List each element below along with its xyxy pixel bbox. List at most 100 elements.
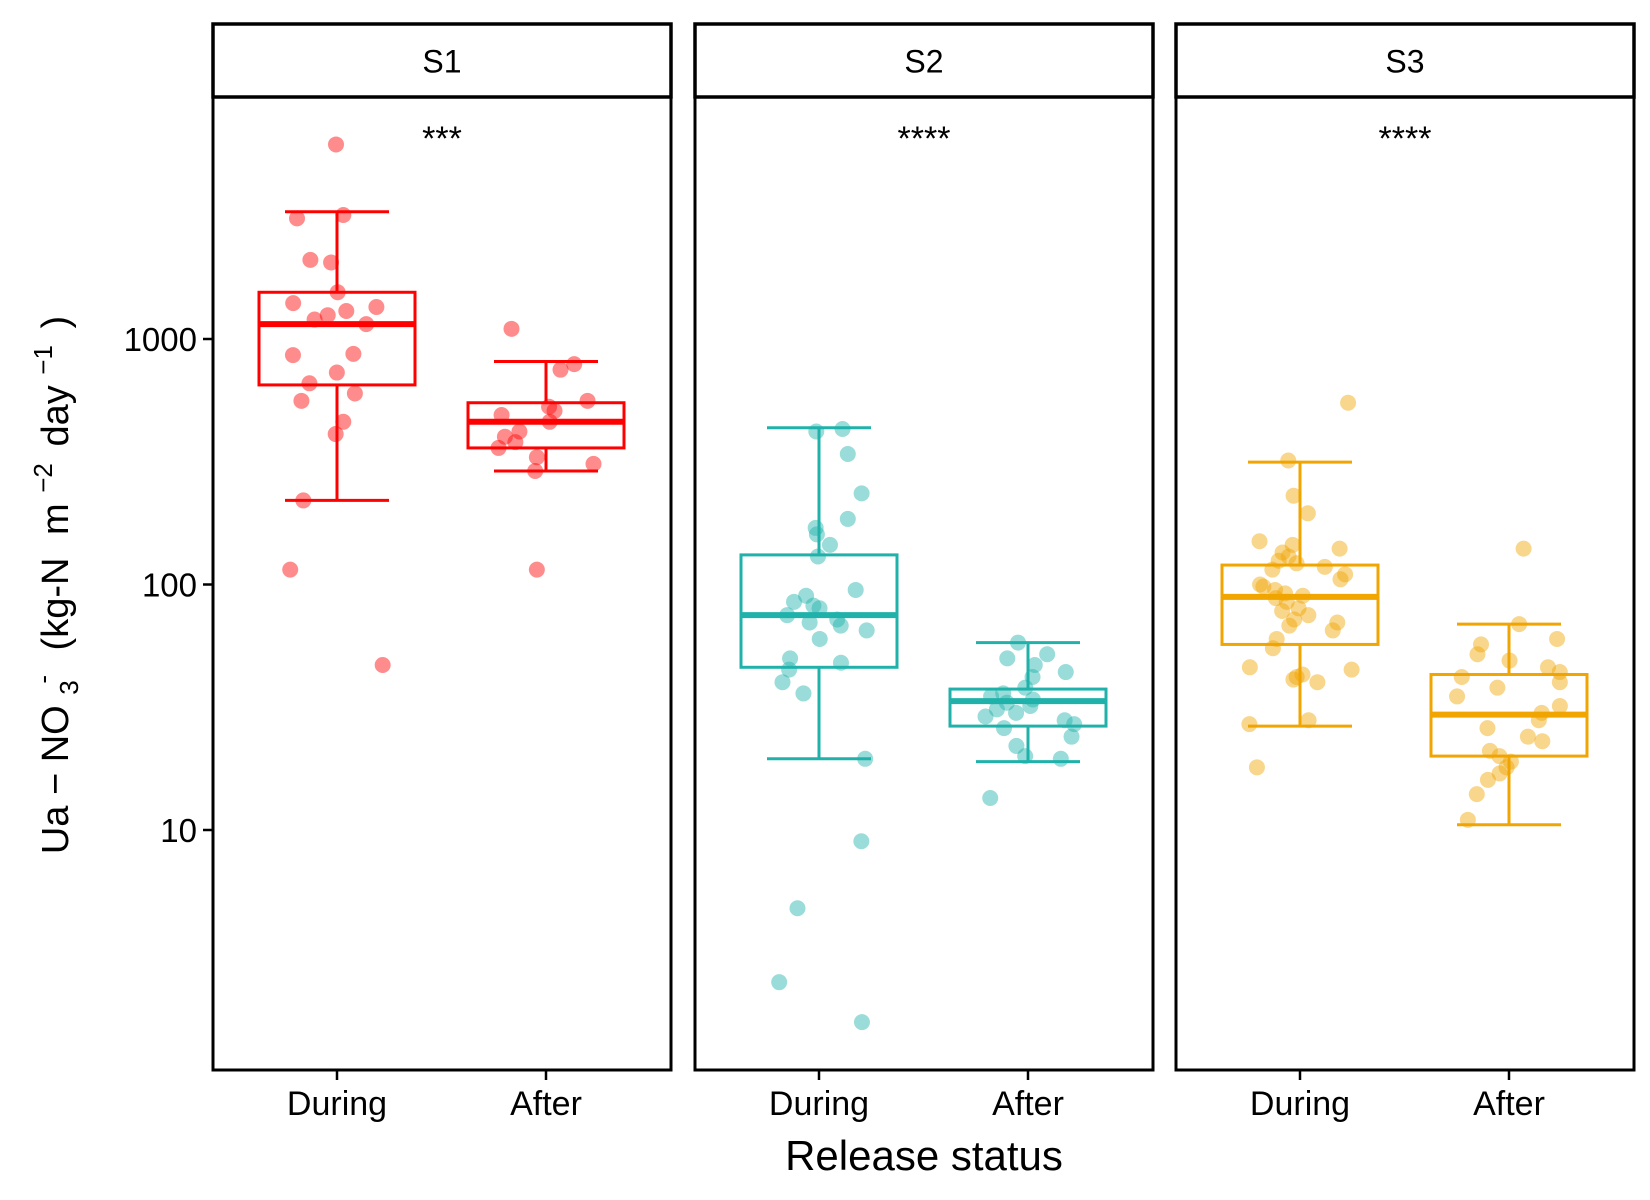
data-point	[832, 654, 849, 671]
data-point	[1274, 602, 1291, 619]
y-label-dash: −	[35, 773, 77, 795]
panel-strip	[211, 22, 673, 99]
box-iqr	[739, 553, 899, 669]
data-point	[1534, 733, 1551, 750]
panel-s3: S3 **** During After	[1174, 22, 1636, 1123]
panel-strip-label: S1	[422, 44, 461, 80]
data-point	[1501, 652, 1518, 669]
box-after	[948, 634, 1108, 807]
data-point	[1264, 640, 1281, 657]
data-point	[1489, 679, 1506, 696]
data-point	[1551, 674, 1568, 691]
data-point	[1288, 555, 1305, 572]
data-point	[284, 347, 301, 364]
data-point	[1551, 697, 1568, 714]
data-point	[1056, 712, 1073, 729]
data-point	[503, 320, 520, 337]
box-after	[1429, 540, 1589, 828]
data-point	[507, 434, 524, 451]
data-point	[1252, 576, 1269, 593]
panel-frame	[1174, 95, 1636, 1072]
data-point	[1241, 659, 1258, 676]
data-point	[1299, 505, 1316, 522]
data-point	[1459, 811, 1476, 828]
data-point	[1024, 691, 1041, 708]
data-point	[496, 428, 513, 445]
data-point	[1340, 394, 1357, 411]
box-during	[739, 420, 899, 1031]
data-point	[345, 345, 362, 362]
data-point	[1481, 742, 1498, 759]
data-point	[829, 611, 846, 628]
data-point	[335, 206, 352, 223]
panels-layer: S1 *** During After S2 **** During After S3 **** D…	[211, 22, 1636, 1123]
data-point	[1316, 558, 1333, 575]
data-point	[285, 295, 302, 312]
data-point	[528, 561, 545, 578]
data-point	[988, 701, 1005, 718]
data-point	[585, 455, 602, 472]
data-point	[832, 617, 849, 634]
data-point	[1449, 688, 1466, 705]
data-point	[801, 614, 818, 631]
data-point	[805, 597, 822, 614]
data-point	[786, 593, 803, 610]
data-point	[998, 694, 1015, 711]
data-point	[1329, 614, 1346, 631]
y-tick-label: 100	[142, 567, 197, 604]
data-point	[1248, 759, 1265, 776]
data-point	[368, 299, 385, 316]
data-point	[1008, 704, 1025, 721]
data-point	[319, 307, 336, 324]
panel-strip-label: S2	[904, 44, 943, 80]
data-point	[1519, 728, 1536, 745]
data-point	[1285, 671, 1302, 688]
y-tick-label: 1000	[124, 321, 197, 358]
box-after	[466, 320, 626, 578]
x-tick-label: After	[992, 1085, 1064, 1123]
data-point	[995, 685, 1012, 702]
data-point	[1280, 548, 1297, 565]
data-point	[1530, 712, 1547, 729]
data-point	[1288, 668, 1305, 685]
data-point	[798, 587, 815, 604]
data-point	[1066, 716, 1083, 733]
box-during	[257, 136, 417, 673]
data-point	[302, 251, 319, 268]
data-point	[1278, 593, 1295, 610]
data-point	[1267, 581, 1284, 598]
data-point	[821, 536, 838, 553]
data-point	[999, 650, 1016, 667]
x-tick-label: After	[1473, 1085, 1545, 1123]
data-point	[1515, 540, 1532, 557]
data-point	[808, 526, 825, 543]
data-point	[1473, 636, 1490, 653]
data-point	[983, 688, 1000, 705]
data-point	[839, 446, 856, 463]
data-point	[1039, 646, 1056, 663]
data-point	[1479, 771, 1496, 788]
data-point	[490, 439, 507, 456]
data-point	[1294, 666, 1311, 683]
data-point	[1502, 753, 1519, 770]
data-point	[1270, 552, 1287, 569]
data-point	[1332, 571, 1349, 588]
data-point	[327, 426, 344, 443]
data-point	[528, 449, 545, 466]
data-point	[1309, 674, 1326, 691]
data-point	[328, 364, 345, 381]
data-point	[289, 210, 306, 227]
data-point	[811, 600, 828, 617]
y-label-m-sup: −2	[28, 463, 58, 493]
y-label-prefix: Ua	[35, 805, 77, 854]
data-point	[857, 750, 874, 767]
box-during	[1220, 394, 1380, 776]
data-point	[541, 413, 558, 430]
data-point	[1281, 617, 1298, 634]
data-point	[1264, 561, 1281, 578]
data-point	[1241, 716, 1258, 733]
data-point	[338, 303, 355, 320]
data-point	[1274, 544, 1291, 561]
x-tick-label: During	[769, 1085, 869, 1123]
data-point	[546, 402, 563, 419]
